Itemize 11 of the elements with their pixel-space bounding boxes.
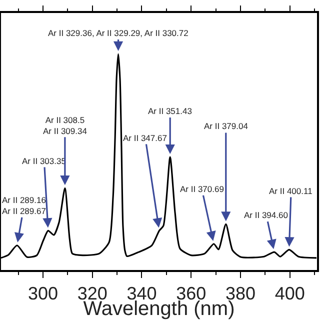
annotation: Ar II 347.67 bbox=[123, 133, 168, 143]
x-tick-label: 300 bbox=[28, 283, 58, 304]
annotation: Ar II 308.5 Ar II 309.34 bbox=[43, 115, 88, 136]
annotation: Ar II 329.36, Ar II 329.29, Ar II 330.72 bbox=[48, 28, 189, 38]
annotation: Ar II 351.43 bbox=[148, 106, 192, 116]
annotation: Ar II 394.60 bbox=[244, 210, 288, 220]
annotation: Ar II 370.69 bbox=[180, 184, 224, 194]
x-tick-label: 400 bbox=[274, 283, 305, 304]
annotation: Ar II 400.11 bbox=[269, 186, 313, 196]
annotation: Ar II 379.04 bbox=[204, 121, 248, 131]
annotation: Ar II 289.16 Ar II 289.67 bbox=[2, 195, 46, 216]
